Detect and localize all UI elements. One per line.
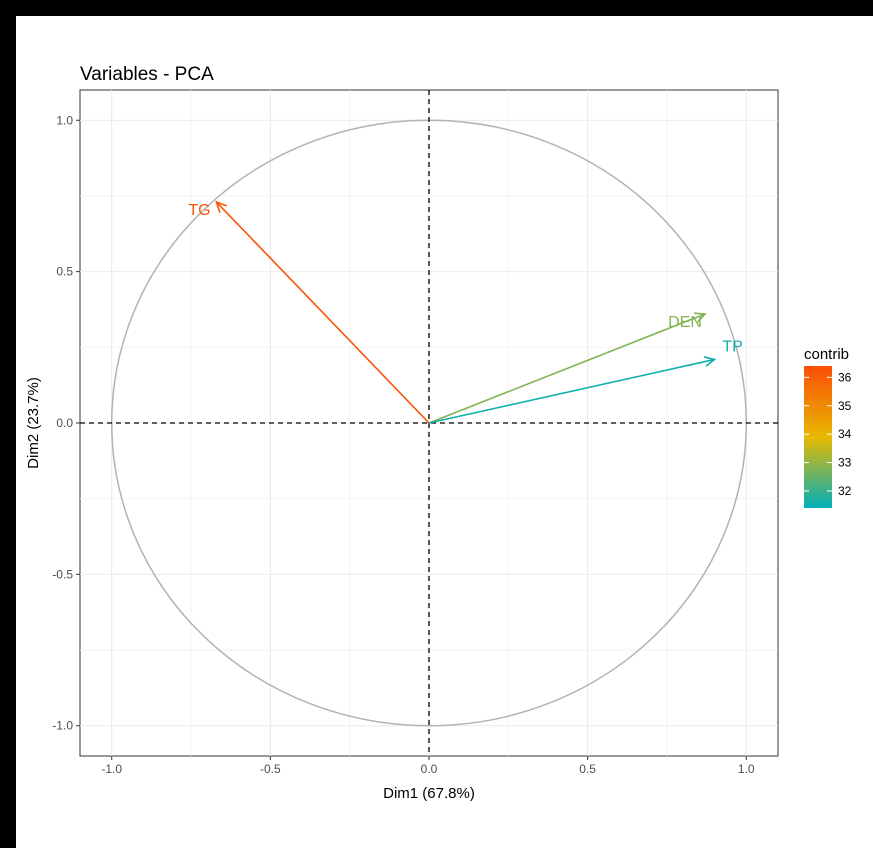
legend-tick-label: 32 [838, 484, 852, 498]
arrow-den [428, 313, 706, 424]
y-axis-title: Dim2 (23.7%) [25, 377, 42, 469]
arrow-tg [215, 201, 430, 424]
x-tick-label: 0.5 [579, 762, 596, 776]
y-tick-label: -1.0 [52, 719, 73, 733]
x-tick-label: -0.5 [260, 762, 281, 776]
variable-label-tg: TG [188, 202, 210, 219]
x-tick-label: 0.0 [421, 762, 438, 776]
x-tick-label: -1.0 [101, 762, 122, 776]
y-tick-label: -0.5 [52, 567, 73, 581]
axis-tick-labels: -1.0 -0.5 0.0 0.5 1.0 -1.0 -0.5 0.0 0.5 1.0 [52, 113, 755, 776]
pca-variables-chart: Variables - PCA TG DEN TP -1.0 -0.5 0.0 0.5 1.… [25, 64, 852, 802]
variable-labels: TG DEN TP [188, 202, 742, 355]
y-tick-label: 0.5 [56, 265, 73, 279]
chart-title: Variables - PCA [80, 64, 214, 85]
variable-label-den: DEN [668, 314, 702, 331]
arrowhead-tp [703, 356, 717, 367]
arrowhead-tg [215, 200, 228, 213]
arrow-tp [428, 358, 715, 424]
x-axis-title: Dim1 (67.8%) [383, 785, 475, 802]
variable-arrows [215, 200, 717, 424]
plot-frame: Variables - PCA TG DEN TP -1.0 -0.5 0.0 0.5 1.… [16, 16, 873, 848]
variable-label-tp: TP [722, 338, 742, 355]
legend-ticks: 36 35 34 33 32 [804, 370, 852, 498]
legend-tick-label: 36 [838, 370, 852, 384]
legend-colorbar [804, 366, 832, 508]
legend-title: contrib [804, 346, 849, 363]
arrowhead-den [693, 312, 707, 323]
y-tick-label: 1.0 [56, 113, 73, 127]
y-tick-label: 0.0 [56, 416, 73, 430]
x-tick-label: 1.0 [738, 762, 755, 776]
legend-tick-label: 35 [838, 399, 852, 413]
legend-tick-label: 33 [838, 456, 852, 470]
axis-ticks [76, 119, 747, 760]
legend-tick-label: 34 [838, 427, 852, 441]
